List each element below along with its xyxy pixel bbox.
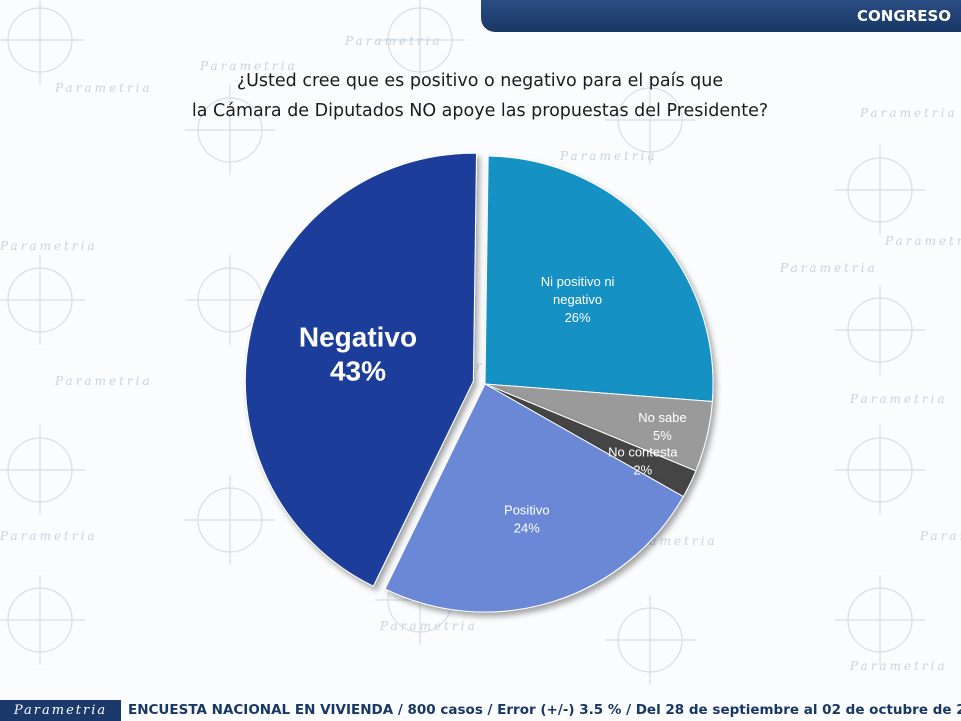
pie-slice-positivo bbox=[384, 383, 684, 613]
watermark-brand-text: Parametria bbox=[344, 34, 443, 48]
slice-name-label: No sabe bbox=[638, 410, 686, 425]
slice-percent-label: 43% bbox=[330, 356, 386, 387]
question-line-1: ¿Usted cree que es positivo o negativo p… bbox=[236, 71, 724, 91]
watermark-brand-text: Parametria bbox=[849, 659, 948, 673]
section-tag: CONGRESO bbox=[481, 0, 961, 32]
watermark-brand-text: Parametria bbox=[379, 619, 478, 633]
slice-name-label: Negativo bbox=[299, 322, 417, 353]
watermark-brand-text: Parametria bbox=[199, 59, 298, 73]
slice-percent-label: 24% bbox=[514, 521, 540, 536]
watermark-brand-text: Parametria bbox=[779, 261, 878, 275]
watermark-brand-text: Parametria bbox=[54, 374, 153, 388]
footer-bar: Parametria ENCUESTA NACIONAL EN VIVIENDA… bbox=[0, 700, 961, 721]
slice-name-label: No contesta bbox=[608, 445, 678, 460]
slice-name-label: negativo bbox=[553, 292, 602, 307]
watermark-brand-text: Parametria bbox=[54, 81, 153, 95]
watermark-brand-text: Parametria bbox=[884, 234, 961, 248]
watermark-brand-text: Parametria bbox=[859, 106, 958, 120]
question-line-2: la Cámara de Diputados NO apoye las prop… bbox=[191, 101, 769, 121]
watermark-brand-text: Parametria bbox=[849, 392, 948, 406]
slice-percent-label: 2% bbox=[633, 463, 652, 478]
footer-logo: Parametria bbox=[0, 700, 121, 721]
slice-percent-label: 5% bbox=[653, 428, 672, 443]
pie-slice-negativo bbox=[244, 152, 478, 587]
footer-note: ENCUESTA NACIONAL EN VIVIENDA / 800 caso… bbox=[128, 702, 961, 718]
watermark-brand-text: Parametria bbox=[0, 529, 98, 543]
watermark-brand-text: Parametria bbox=[0, 239, 98, 253]
slice-name-label: Positivo bbox=[504, 503, 550, 518]
section-label: CONGRESO bbox=[857, 7, 951, 25]
pie-slice-ni-positivo-ni-negativo bbox=[484, 155, 714, 403]
slice-percent-label: 26% bbox=[565, 310, 591, 325]
slice-name-label: Ni positivo ni bbox=[541, 274, 615, 289]
watermark-brand-text: Parametria bbox=[919, 529, 961, 543]
survey-question: ¿Usted cree que es positivo o negativo p… bbox=[130, 66, 830, 126]
watermark-brand-text: Parametria bbox=[559, 149, 658, 163]
